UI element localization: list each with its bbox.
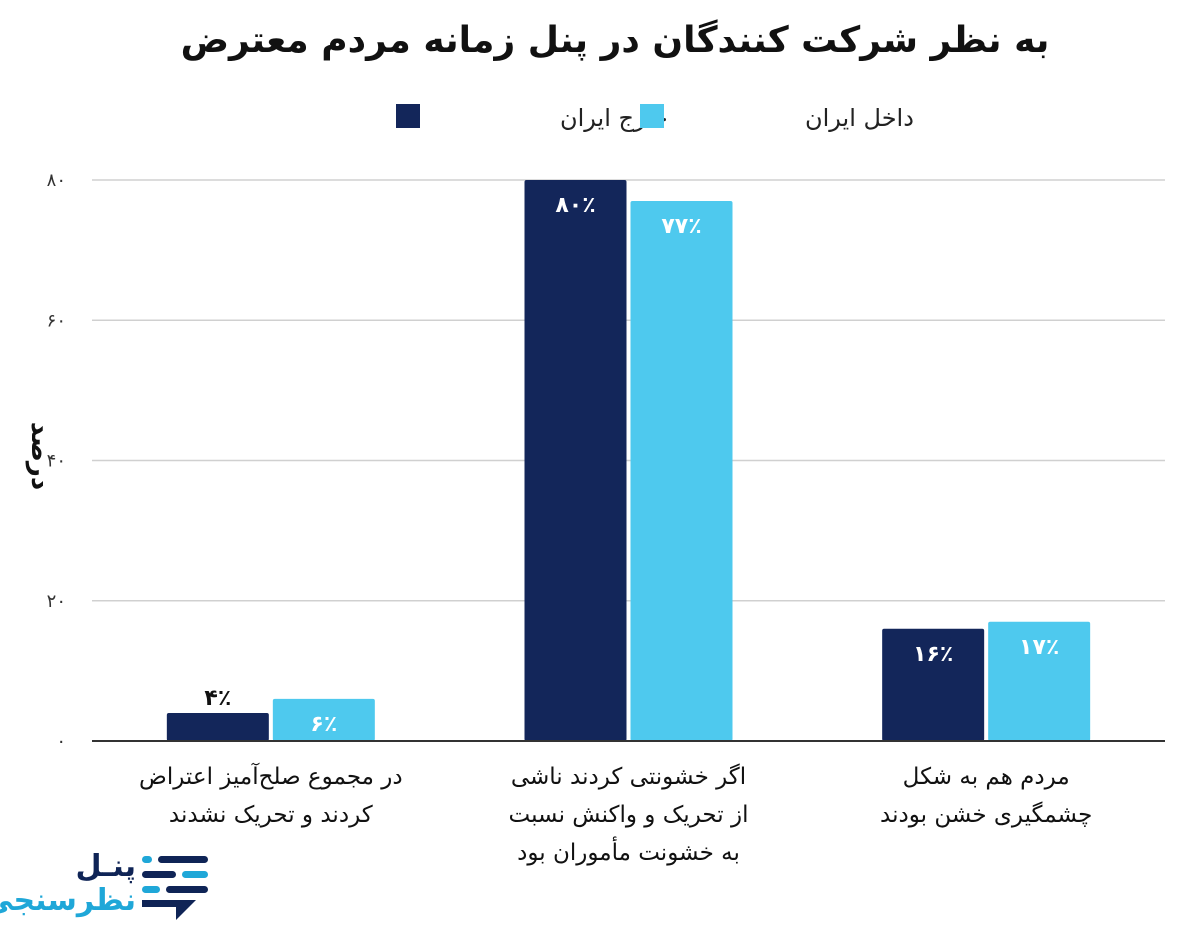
bar-label-series0-cat1: ۸۰٪: [555, 193, 595, 218]
logo-text: پنـل نظرسنجی: [0, 850, 136, 918]
y-tick-labels: ۰ ۲۰ ۴۰ ۶۰ ۸۰: [47, 170, 66, 752]
bar-label-series1-cat0: ۶٪: [310, 712, 337, 737]
chart-title: به نظر شرکت کنندگان در پنل زمانه مردم مع…: [181, 19, 1050, 61]
legend: خارج ایران داخل ایران: [396, 104, 914, 132]
bar-series0-cat0: [166, 712, 269, 741]
legend-label-inside-iran: داخل ایران: [805, 104, 914, 132]
y-tick-label-0: ۰: [56, 731, 66, 752]
category-labels: در مجموع صلح‌آمیز اعتراض کردند و تحریک نش…: [139, 762, 1092, 866]
bar-series1-cat0: [272, 698, 375, 741]
bar-label-series1-cat1: ۷۷٪: [661, 214, 701, 239]
y-tick-label-3: ۶۰: [47, 310, 66, 331]
bar-series1-cat2: [988, 621, 1091, 741]
logo-line1: پنـل: [75, 849, 136, 884]
legend-swatch-outside-iran: [396, 104, 420, 128]
y-tick-label-4: ۸۰: [47, 170, 66, 191]
category-label-1: اگر خشونتی کردند ناشی از تحریک و واکنش نس…: [509, 763, 749, 866]
logo-line2: نظرسنجی: [0, 883, 136, 918]
bar-series1-cat1: [630, 201, 733, 742]
y-tick-label-1: ۲۰: [47, 591, 66, 612]
bar-series0-cat1: [524, 180, 627, 741]
y-tick-label-2: ۴۰: [47, 451, 66, 472]
gridlines: [92, 179, 1165, 602]
bar-series0-cat2: [882, 628, 985, 741]
y-axis-label: درصد: [25, 422, 55, 490]
bar-value-labels: ۴٪ ۶٪ ۸۰٪ ۷۷٪ ۱۶٪ ۱۷٪: [204, 193, 1059, 737]
bar-label-series0-cat2: ۱۶٪: [913, 642, 953, 667]
category-label-0: در مجموع صلح‌آمیز اعتراض کردند و تحریک نش…: [139, 762, 403, 828]
bar-label-series1-cat2: ۱۷٪: [1019, 635, 1059, 660]
bar-label-series0-cat0: ۴٪: [204, 686, 231, 711]
panel-logo: پنـل نظرسنجی: [0, 850, 222, 930]
bars: [166, 180, 1091, 742]
legend-swatch-inside-iran: [640, 104, 664, 128]
category-label-2: مردم هم به شکل چشمگیری خشن بودند: [880, 764, 1092, 828]
speech-lines-icon: [142, 856, 208, 920]
